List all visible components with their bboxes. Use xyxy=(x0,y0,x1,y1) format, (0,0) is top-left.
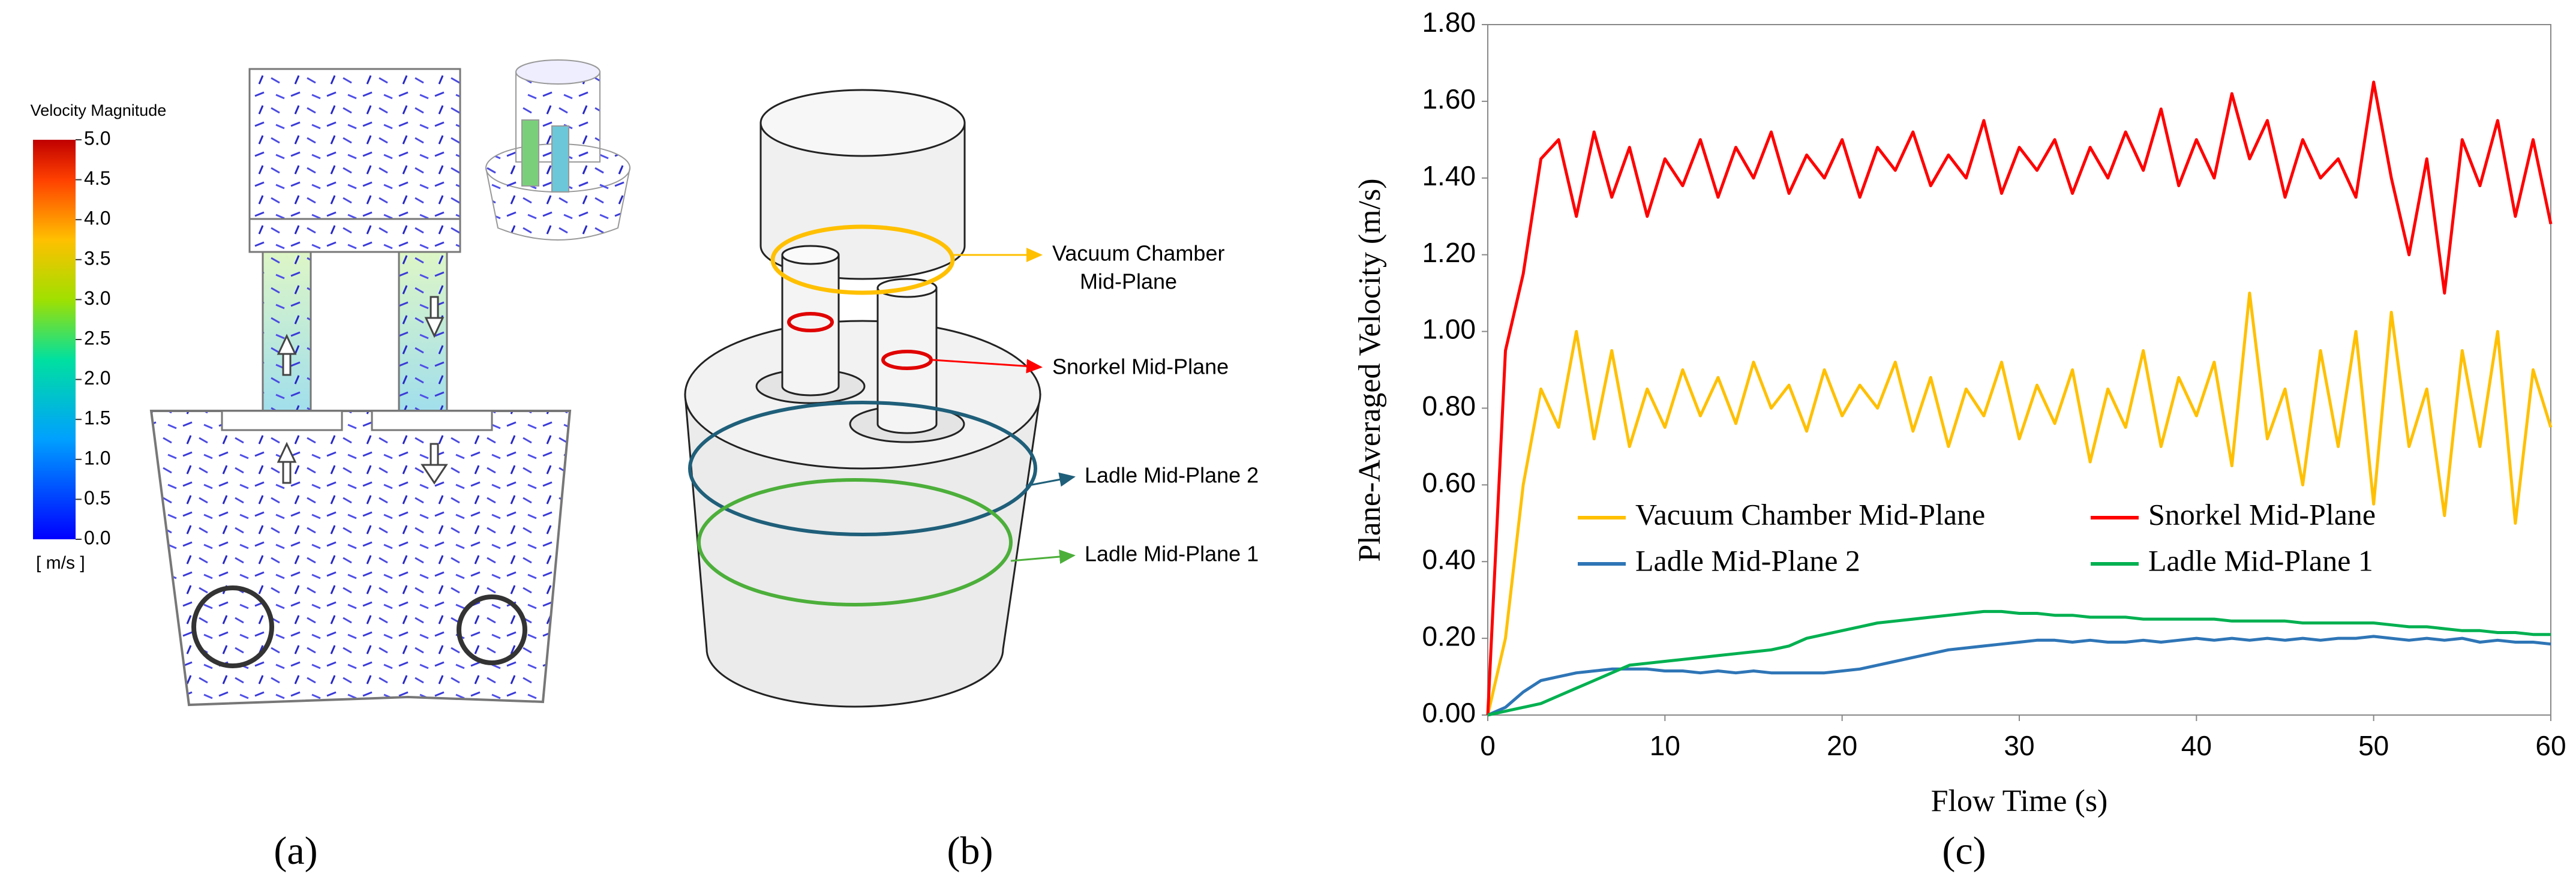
x-tick-label: 0 xyxy=(1480,730,1496,761)
annotation: Snorkel Mid-Plane xyxy=(1052,355,1229,379)
y-tick-label: 0.80 xyxy=(1422,391,1476,422)
colorbar-tick-label: 2.0 xyxy=(84,367,110,389)
legend-label: Vacuum Chamber Mid-Plane xyxy=(1635,497,1985,531)
colorbar-tick-label: 5.0 xyxy=(84,127,110,149)
colorbar-unit: [ m/s ] xyxy=(36,553,85,573)
series-line xyxy=(1486,292,2553,716)
colorbar-tick-label: 0.0 xyxy=(84,527,110,548)
colorbar-tick-label: 1.5 xyxy=(84,407,110,429)
y-tick-label: 1.20 xyxy=(1422,237,1476,268)
colorbar-tick-label: 3.5 xyxy=(84,247,110,269)
colorbar-tick-label: 4.5 xyxy=(84,167,110,189)
colorbar-tick-label: 2.5 xyxy=(84,327,110,349)
annotation: Ladle Mid-Plane 2 xyxy=(1085,463,1259,488)
series-line xyxy=(1487,635,2551,717)
panel-label: (a) xyxy=(274,829,317,873)
x-tick-label: 10 xyxy=(1650,730,1680,761)
panel-label: (b) xyxy=(947,829,993,873)
y-tick-label: 0.60 xyxy=(1422,467,1476,498)
plot-frame xyxy=(1487,24,2551,716)
x-tick-label: 30 xyxy=(2004,730,2034,761)
y-tick-label: 1.80 xyxy=(1422,7,1476,38)
x-tick-label: 60 xyxy=(2535,730,2566,761)
y-tick-label: 0.40 xyxy=(1422,543,1476,575)
x-tick-label: 20 xyxy=(1827,730,1857,761)
annotation: Ladle Mid-Plane 1 xyxy=(1085,542,1259,566)
velocity-field xyxy=(149,59,631,707)
y-axis-label: Plane-Averaged Velocity (m/s) xyxy=(1353,178,1387,561)
x-tick-label: 40 xyxy=(2181,730,2212,761)
colorbar-tick-label: 3.0 xyxy=(84,287,110,309)
colorbar-title: Velocity Magnitude xyxy=(31,101,167,119)
y-tick-label: 1.40 xyxy=(1422,160,1476,191)
colorbar-tick-label: 1.0 xyxy=(84,447,110,468)
annotation: Mid-Plane xyxy=(1080,269,1177,294)
series-line xyxy=(1486,80,2553,716)
rh-diagram xyxy=(684,89,1076,708)
x-tick-label: 50 xyxy=(2358,730,2389,761)
legend-label: Ladle Mid-Plane 1 xyxy=(2148,543,2373,577)
colorbar-tick-label: 4.0 xyxy=(84,208,110,229)
colorbar xyxy=(33,140,76,539)
colorbar-tick-label: 0.5 xyxy=(84,487,110,509)
annotation: Vacuum Chamber xyxy=(1052,241,1224,266)
panel-label: (c) xyxy=(1942,829,1986,873)
y-tick-label: 0.00 xyxy=(1422,697,1476,728)
inset-3d xyxy=(485,59,631,241)
y-tick-label: 1.60 xyxy=(1422,83,1476,115)
legend-label: Snorkel Mid-Plane xyxy=(2148,497,2376,531)
y-tick-label: 0.20 xyxy=(1422,620,1476,651)
series-line xyxy=(1487,609,2551,717)
x-axis-label: Flow Time (s) xyxy=(1931,784,2108,818)
y-tick-label: 1.00 xyxy=(1422,314,1476,345)
legend-label: Ladle Mid-Plane 2 xyxy=(1635,543,1860,577)
